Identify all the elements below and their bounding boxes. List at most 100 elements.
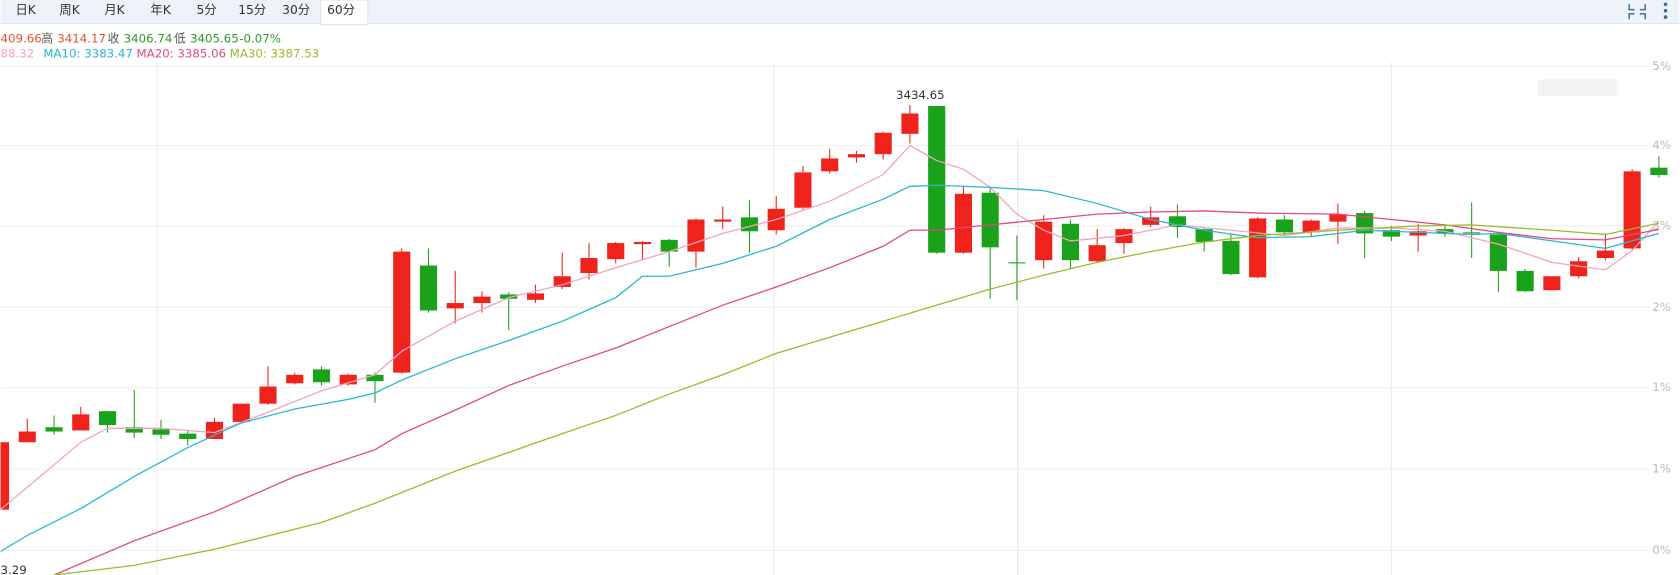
- y-tick-label: 1%: [1652, 380, 1671, 394]
- tab-bar: [0, 0, 1680, 24]
- candle-body: [1222, 240, 1240, 275]
- y-tick-label: 0%: [1652, 543, 1671, 557]
- y-tick-label: 5%: [1652, 59, 1671, 73]
- candle-body: [1088, 245, 1106, 262]
- y-tick-label: 4%: [1652, 138, 1671, 152]
- candle-body: [500, 294, 518, 299]
- vertical-grid: [156, 62, 1392, 575]
- watermark: [1537, 79, 1619, 97]
- ma-line: [53, 222, 1660, 575]
- candle-body: [660, 239, 678, 252]
- info-item: 409.66: [1, 31, 42, 45]
- candle-body: [1409, 231, 1427, 236]
- candle-body: [1596, 250, 1614, 259]
- tab[interactable]: 年K: [150, 3, 171, 17]
- info-item: 收: [108, 31, 120, 45]
- candle-body: [286, 374, 304, 384]
- candle-body: [633, 241, 652, 245]
- candle-body: [553, 276, 571, 287]
- candle-body: [1302, 220, 1320, 233]
- min-label: 3.29: [1, 563, 27, 575]
- candle-body: [393, 251, 411, 373]
- candle-body: [312, 369, 331, 383]
- grid: 5% 4% 3% 2% 1% 1% 0%: [0, 59, 1671, 557]
- candle-body: [205, 421, 224, 440]
- candle-body: [1061, 223, 1079, 261]
- y-tick-label: 3%: [1652, 218, 1671, 232]
- candle-body: [1249, 218, 1267, 278]
- ma-legend: 88.32 MA10: 3383.47 MA20: 3385.06 MA30: 338…: [1, 46, 320, 60]
- plot-area: [0, 104, 1668, 575]
- active-tab: [320, 0, 369, 26]
- candle-body: [580, 258, 598, 274]
- info-item: 高: [41, 31, 53, 45]
- candle-body: [259, 386, 277, 404]
- tab[interactable]: 5分: [196, 3, 216, 17]
- candle-body: [901, 113, 919, 134]
- info-item: 3406.74: [124, 31, 173, 45]
- candle-body: [339, 374, 357, 385]
- ma-line: [0, 144, 1660, 511]
- candle-body: [45, 427, 63, 432]
- max-label: 3434.65: [896, 88, 945, 102]
- toolbar-icons[interactable]: [1628, 2, 1668, 20]
- info-item: -0.07%: [239, 31, 281, 45]
- candle-body: [1008, 262, 1026, 264]
- legend-entry: MA30: 3387.53: [230, 46, 320, 60]
- candle-body: [419, 265, 438, 311]
- tab[interactable]: 日K: [16, 3, 37, 17]
- candle-body: [232, 403, 250, 422]
- candle-body: [874, 132, 892, 155]
- tabs: 日K 周K 月K 年K 5分 15分 30分 60分: [16, 0, 369, 26]
- candle-body: [1275, 219, 1293, 233]
- candle-body: [687, 219, 705, 252]
- candle-body: [1623, 171, 1641, 249]
- candle-body: [98, 411, 117, 426]
- candle-body: [1489, 234, 1507, 271]
- legend-entry: MA20: 3385.06: [137, 46, 227, 60]
- candle-body: [981, 192, 999, 248]
- legend-entry: MA10: 3383.47: [43, 46, 133, 60]
- tab[interactable]: 60分: [327, 3, 355, 17]
- y-tick-label: 2%: [1652, 300, 1671, 314]
- candle-body: [179, 433, 197, 440]
- candle-body: [1570, 261, 1588, 277]
- candle-body: [928, 105, 946, 253]
- ma-line: [0, 184, 1660, 552]
- ohlc-info: 409.66高 3414.17 收 3406.74 低 3405.65-0.07%: [1, 31, 281, 45]
- candle-body: [0, 442, 10, 510]
- tab[interactable]: 月K: [104, 3, 125, 17]
- candle-body: [18, 431, 36, 443]
- candle-body: [1650, 167, 1668, 175]
- candle-body: [125, 427, 143, 433]
- candle-body: [152, 429, 170, 435]
- candle-body: [821, 158, 839, 172]
- tab[interactable]: 30分: [282, 3, 310, 17]
- candle-body: [1543, 276, 1561, 291]
- ma-line: [53, 210, 1660, 575]
- candle-body: [1329, 214, 1347, 222]
- candle-body: [473, 296, 491, 304]
- candle-body: [1463, 232, 1481, 234]
- tab[interactable]: 15分: [238, 3, 266, 17]
- candle-body: [446, 303, 464, 309]
- candle-body: [366, 374, 384, 382]
- info-item: 3405.65: [190, 31, 239, 45]
- info-item: 3414.17: [57, 31, 106, 45]
- candle-body: [526, 293, 545, 300]
- candle-body: [72, 414, 90, 431]
- candle-body: [1195, 229, 1213, 242]
- candle-body: [794, 172, 812, 208]
- tab[interactable]: 周K: [59, 3, 80, 17]
- candle-body: [1168, 216, 1186, 227]
- candle-body: [607, 243, 625, 260]
- y-tick-label: 1%: [1652, 461, 1671, 475]
- legend-entry: 88.32: [1, 46, 35, 60]
- candle-body: [1142, 217, 1160, 225]
- candle-body: [1035, 221, 1053, 261]
- info-item: 低: [174, 31, 186, 45]
- candle-body: [847, 154, 866, 158]
- candle-body: [954, 193, 973, 253]
- candle-body: [714, 219, 732, 222]
